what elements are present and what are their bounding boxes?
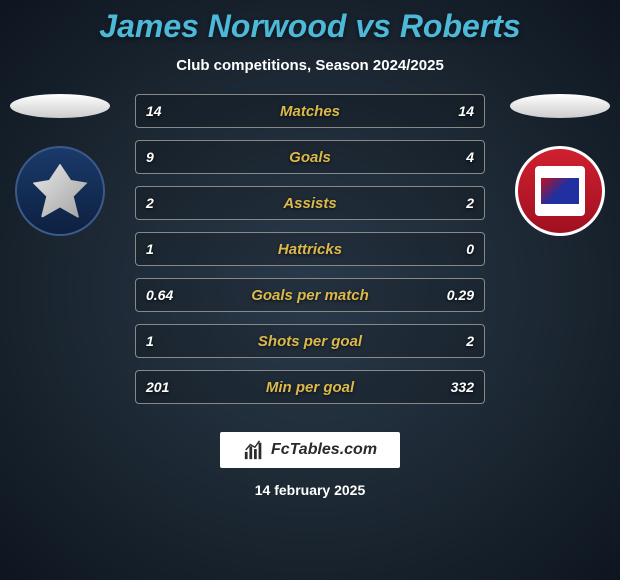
stat-value-right: 2 <box>466 195 474 211</box>
player-right-column <box>500 94 620 236</box>
stat-value-right: 332 <box>451 379 474 395</box>
player-left-name-plate <box>10 94 110 118</box>
stat-label: Goals <box>289 149 331 166</box>
stat-label: Min per goal <box>266 379 354 396</box>
stat-label: Hattricks <box>278 241 342 258</box>
page-title: James Norwood vs Roberts <box>0 0 620 45</box>
stat-row: 1 Hattricks 0 <box>135 232 485 266</box>
stat-value-right: 0 <box>466 241 474 257</box>
stat-value-left: 9 <box>146 149 154 165</box>
chart-icon <box>243 439 265 461</box>
stat-row: 0.64 Goals per match 0.29 <box>135 278 485 312</box>
club-badge-left <box>15 146 105 236</box>
stat-value-left: 1 <box>146 333 154 349</box>
stat-label: Matches <box>280 103 340 120</box>
subtitle: Club competitions, Season 2024/2025 <box>0 57 620 74</box>
stat-value-right: 0.29 <box>447 287 474 303</box>
player-left-column <box>0 94 120 236</box>
stat-label: Shots per goal <box>258 333 362 350</box>
stat-row: 1 Shots per goal 2 <box>135 324 485 358</box>
player-right-name-plate <box>510 94 610 118</box>
comparison-panel: 14 Matches 14 9 Goals 4 2 Assists 2 1 Hattricks 0 0.… <box>0 94 620 404</box>
stat-value-left: 14 <box>146 103 162 119</box>
stat-value-left: 2 <box>146 195 154 211</box>
brand-logo[interactable]: FcTables.com <box>220 432 400 468</box>
stat-label: Goals per match <box>251 287 369 304</box>
stat-row: 201 Min per goal 332 <box>135 370 485 404</box>
stat-row: 2 Assists 2 <box>135 186 485 220</box>
stat-value-right: 2 <box>466 333 474 349</box>
stats-list: 14 Matches 14 9 Goals 4 2 Assists 2 1 Hattricks 0 0.… <box>135 94 485 404</box>
stat-row: 9 Goals 4 <box>135 140 485 174</box>
stat-row: 14 Matches 14 <box>135 94 485 128</box>
stat-label: Assists <box>283 195 336 212</box>
stat-value-left: 0.64 <box>146 287 173 303</box>
date-label: 14 february 2025 <box>0 482 620 498</box>
stat-value-right: 14 <box>458 103 474 119</box>
stat-value-left: 1 <box>146 241 154 257</box>
brand-text: FcTables.com <box>271 441 377 459</box>
stat-value-right: 4 <box>466 149 474 165</box>
club-badge-right <box>515 146 605 236</box>
stat-value-left: 201 <box>146 379 169 395</box>
